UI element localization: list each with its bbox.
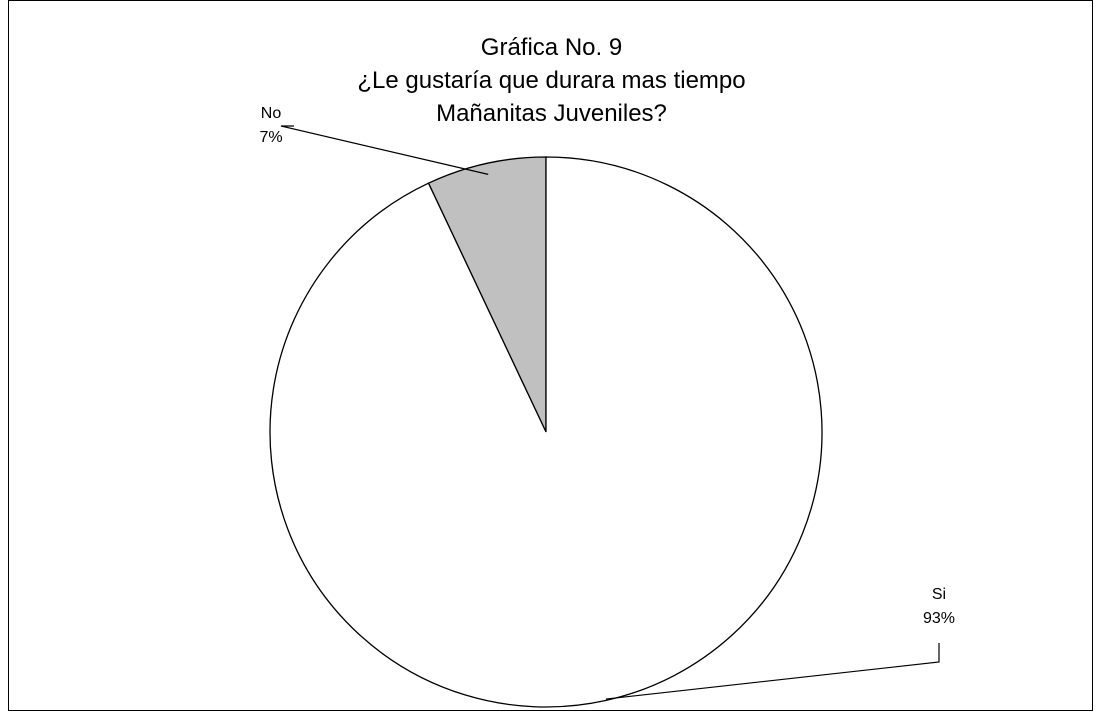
leader-line-si [605, 643, 940, 700]
slice-label-no: No [261, 105, 282, 122]
pie-chart: No 7% Si 93% [259, 105, 955, 708]
slice-percent-si: 93% [923, 610, 955, 627]
slice-percent-no: 7% [259, 129, 282, 146]
pie-slice-si [269, 156, 823, 708]
chart-title: Gráfica No. 9 ¿Le gustaría que durara ma… [9, 31, 1094, 130]
pie-slice-no [427, 156, 547, 433]
chart-frame: Gráfica No. 9 ¿Le gustaría que durara ma… [8, 0, 1093, 711]
chart-title-line-1: Gráfica No. 9 [480, 34, 623, 61]
slice-label-si: Si [932, 586, 946, 603]
chart-title-line-2: ¿Le gustaría que durara mas tiempo [357, 67, 746, 94]
leader-line-no [280, 125, 489, 175]
chart-title-line-3: Mañanitas Juveniles? [436, 100, 667, 127]
